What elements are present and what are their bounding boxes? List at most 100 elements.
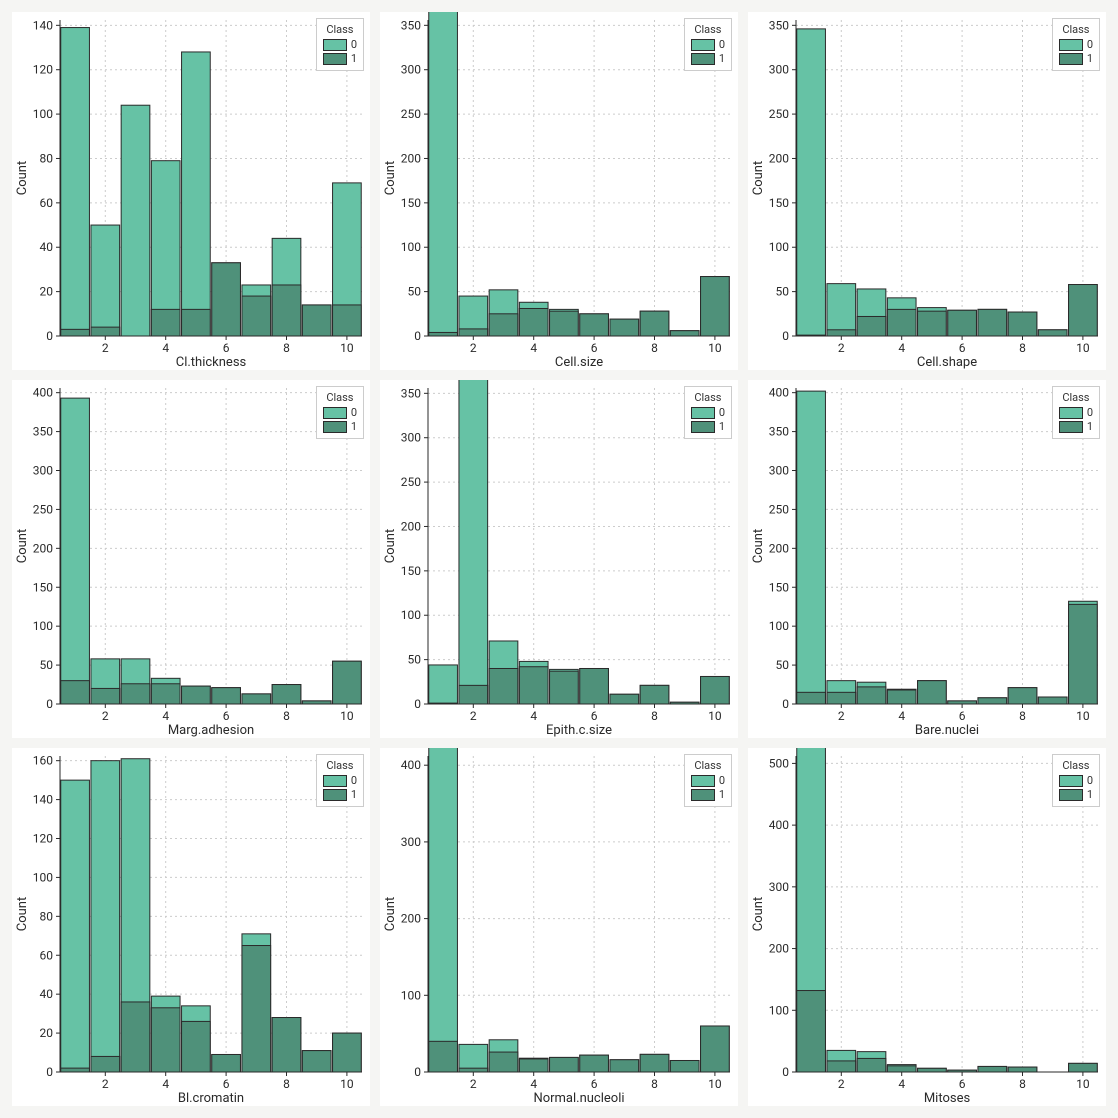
bar-class1 — [1008, 312, 1037, 336]
legend-item: 1 — [1059, 420, 1093, 434]
svg-text:20: 20 — [40, 1026, 54, 1040]
bar-class1 — [1008, 1067, 1037, 1072]
svg-text:8: 8 — [1019, 1077, 1026, 1091]
bar-class1 — [610, 694, 639, 704]
svg-text:160: 160 — [33, 754, 53, 768]
svg-text:2: 2 — [102, 341, 109, 355]
legend-label: 1 — [1087, 788, 1093, 802]
legend: Class 0 1 — [1052, 386, 1100, 439]
legend-label: 0 — [1087, 406, 1093, 420]
bar-class0 — [182, 52, 211, 336]
legend: Class 0 1 — [1052, 18, 1100, 71]
svg-text:8: 8 — [651, 709, 658, 723]
svg-text:250: 250 — [401, 475, 421, 489]
bar-class1 — [1038, 697, 1067, 704]
legend: Class 0 1 — [1052, 754, 1100, 807]
legend-label: 1 — [719, 420, 725, 434]
y-axis-label: Count — [383, 161, 398, 195]
svg-text:300: 300 — [769, 464, 789, 478]
bar-class1 — [978, 1066, 1007, 1072]
chart-panel: 020406080100120140246810CountCl.thicknes… — [12, 12, 370, 370]
bar-class1 — [550, 311, 579, 336]
legend-label: 0 — [351, 774, 357, 788]
bar-class1 — [640, 1054, 669, 1072]
svg-text:6: 6 — [591, 709, 598, 723]
svg-text:4: 4 — [898, 1077, 905, 1091]
bar-class0 — [429, 665, 458, 704]
svg-text:4: 4 — [530, 709, 537, 723]
svg-text:300: 300 — [769, 880, 789, 894]
svg-text:10: 10 — [708, 341, 722, 355]
svg-text:100: 100 — [769, 240, 789, 254]
swatch-class0 — [691, 775, 715, 787]
svg-text:250: 250 — [769, 107, 789, 121]
svg-text:0: 0 — [782, 697, 789, 711]
bar-class1 — [519, 308, 548, 336]
bar-class1 — [182, 309, 211, 336]
svg-text:0: 0 — [46, 697, 53, 711]
svg-text:0: 0 — [782, 1065, 789, 1079]
svg-text:150: 150 — [769, 580, 789, 594]
bar-class1 — [151, 1008, 180, 1072]
bar-class1 — [61, 1068, 90, 1072]
bar-class1 — [978, 309, 1007, 336]
svg-text:100: 100 — [33, 870, 53, 884]
bar-class1 — [459, 1068, 488, 1072]
x-axis-label: Mitoses — [924, 1091, 971, 1106]
svg-text:6: 6 — [591, 1077, 598, 1091]
svg-text:2: 2 — [102, 1077, 109, 1091]
bar-class1 — [242, 296, 271, 336]
legend-item: 1 — [691, 52, 725, 66]
x-axis-label: Bl.cromatin — [178, 1091, 244, 1106]
swatch-class1 — [1059, 53, 1083, 65]
svg-text:50: 50 — [408, 285, 422, 299]
svg-text:300: 300 — [401, 431, 421, 445]
svg-text:50: 50 — [776, 658, 790, 672]
bar-class0 — [61, 28, 90, 336]
bar-class1 — [857, 316, 886, 336]
svg-text:6: 6 — [959, 341, 966, 355]
svg-text:2: 2 — [102, 709, 109, 723]
svg-text:350: 350 — [769, 425, 789, 439]
bar-class1 — [429, 1041, 458, 1072]
legend: Class 0 1 — [316, 386, 364, 439]
bar-class1 — [272, 285, 301, 336]
svg-text:80: 80 — [40, 151, 54, 165]
bar-class1 — [489, 1052, 518, 1072]
bar-class1 — [857, 687, 886, 704]
legend-item: 0 — [1059, 406, 1093, 420]
bar-class1 — [701, 277, 730, 336]
bar-class1 — [1008, 688, 1037, 704]
legend-item: 0 — [691, 774, 725, 788]
bar-class1 — [640, 685, 669, 704]
legend: Class 0 1 — [684, 386, 732, 439]
svg-text:6: 6 — [223, 341, 230, 355]
legend-label: 0 — [719, 406, 725, 420]
svg-text:200: 200 — [401, 151, 421, 165]
legend: Class 0 1 — [316, 18, 364, 71]
legend-title: Class — [1059, 23, 1093, 36]
bar-class0 — [429, 748, 458, 1072]
svg-text:100: 100 — [769, 1003, 789, 1017]
x-axis-label: Epith.c.size — [546, 723, 612, 738]
svg-text:350: 350 — [33, 425, 53, 439]
bar-class1 — [242, 946, 271, 1072]
svg-text:4: 4 — [530, 1077, 537, 1091]
legend-title: Class — [1059, 759, 1093, 772]
swatch-class0 — [1059, 407, 1083, 419]
bar-class1 — [333, 1033, 362, 1072]
bar-class1 — [797, 991, 826, 1072]
svg-text:10: 10 — [1076, 341, 1090, 355]
legend-item: 0 — [1059, 38, 1093, 52]
bar-class1 — [701, 676, 730, 704]
bar-class1 — [887, 309, 916, 336]
svg-text:300: 300 — [401, 835, 421, 849]
bar-class1 — [302, 305, 331, 336]
bar-class1 — [580, 314, 609, 336]
swatch-class1 — [1059, 789, 1083, 801]
bar-class1 — [918, 681, 947, 704]
swatch-class0 — [1059, 775, 1083, 787]
svg-text:8: 8 — [283, 709, 290, 723]
bar-class1 — [918, 311, 947, 336]
svg-text:0: 0 — [414, 697, 421, 711]
